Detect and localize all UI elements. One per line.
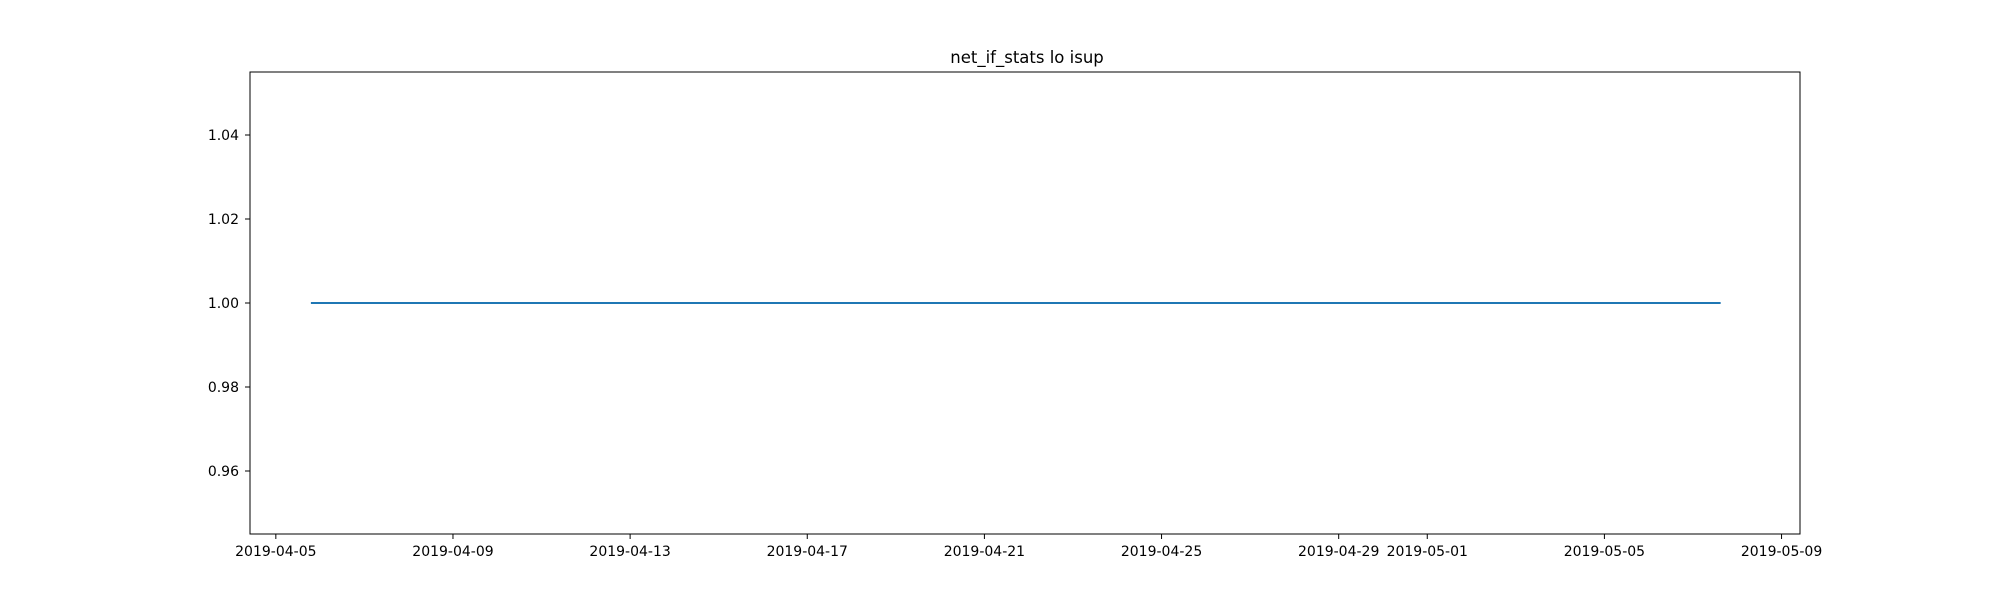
x-tick-label: 2019-05-01 [1387, 544, 1468, 560]
x-tick-label: 2019-05-09 [1741, 544, 1822, 560]
x-tick-label: 2019-04-09 [412, 544, 493, 560]
y-tick-label: 1.04 [208, 128, 239, 144]
y-tick-label: 0.98 [208, 380, 239, 396]
x-tick-label: 2019-05-05 [1564, 544, 1645, 560]
x-tick-label: 2019-04-17 [767, 544, 848, 560]
chart-title: net_if_stats lo isup [950, 48, 1104, 68]
x-tick-label: 2019-04-13 [589, 544, 670, 560]
x-tick-label: 2019-04-25 [1121, 544, 1202, 560]
y-tick-label: 1.02 [208, 212, 239, 228]
x-tick-label: 2019-04-29 [1298, 544, 1379, 560]
y-tick-label: 1.00 [208, 296, 239, 312]
plot-area-frame [249, 71, 1801, 535]
x-tick-label: 2019-04-05 [235, 544, 316, 560]
y-axis: 0.96 0.98 1.00 1.02 1.04 [208, 128, 250, 480]
x-axis: 2019-04-05 2019-04-09 2019-04-13 2019-04-17… [235, 534, 1822, 560]
y-tick-label: 0.96 [208, 464, 239, 480]
x-tick-label: 2019-04-21 [944, 544, 1025, 560]
